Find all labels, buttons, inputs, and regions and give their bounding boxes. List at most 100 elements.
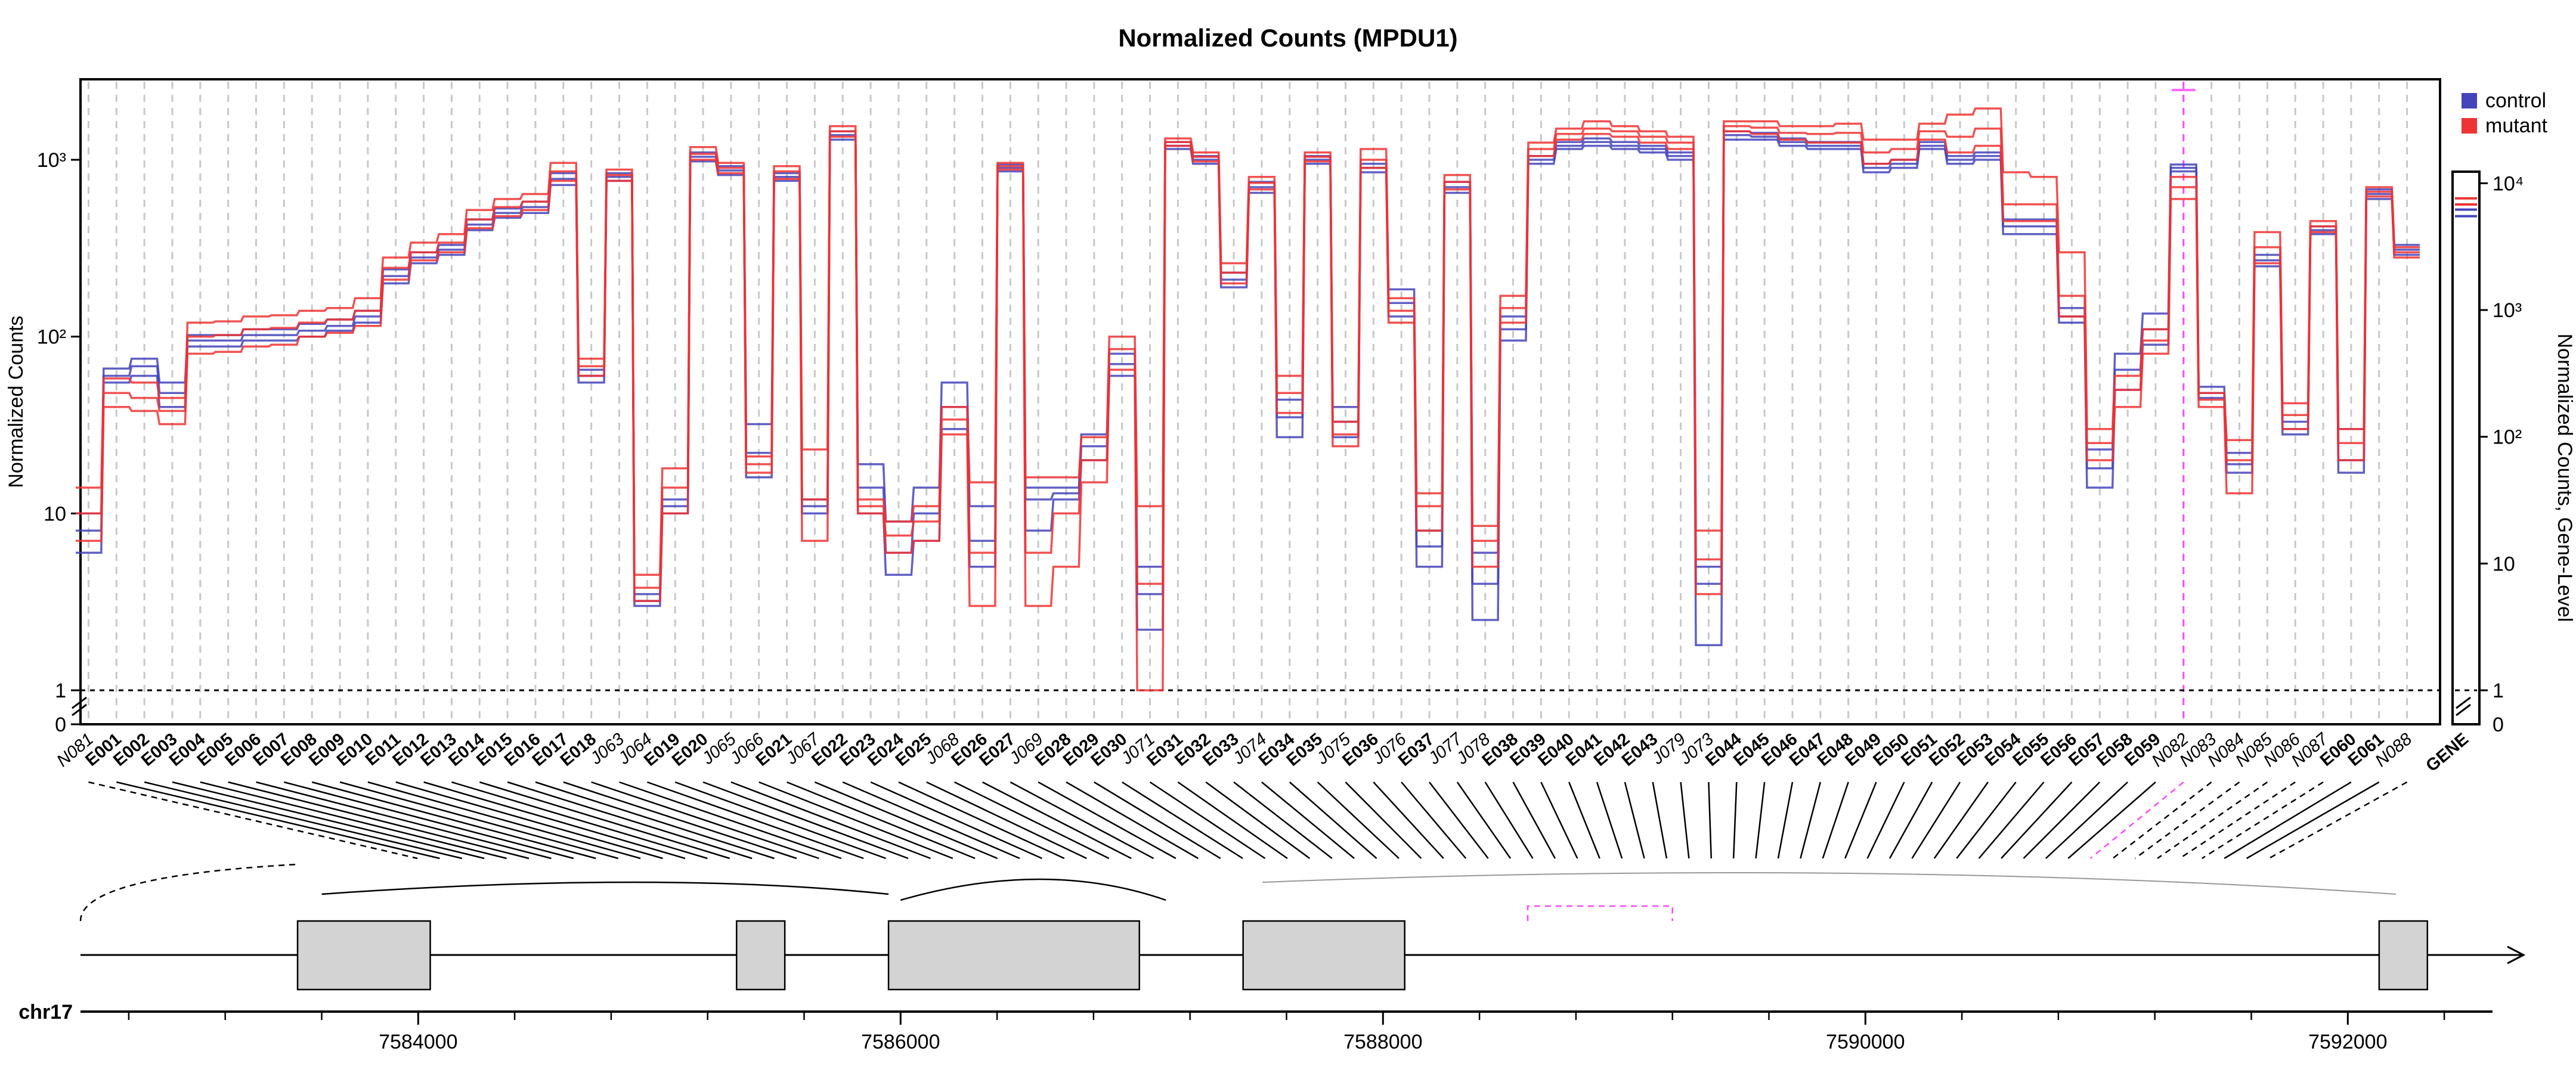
splice-arc — [1262, 872, 2397, 895]
feature-connector — [1401, 782, 1467, 859]
feature-connector — [563, 781, 797, 860]
y-tick-label: 10³ — [37, 149, 66, 172]
feature-connector — [1652, 782, 1668, 859]
feature-connector — [1978, 782, 2045, 859]
gene-model: chr17 7584000 7586000 7588000 7590000 7592000 — [18, 781, 2526, 1053]
exon-block — [296, 920, 431, 991]
y-right-tick-label: 10 — [2493, 553, 2515, 575]
feature-connector — [1094, 781, 1221, 860]
legend-swatch-mutant — [2462, 118, 2477, 134]
feature-connector — [787, 781, 976, 860]
feature-connector — [1956, 782, 2017, 859]
feature-connector — [1755, 782, 1766, 859]
exon-block — [1242, 920, 1405, 991]
feature-connector — [1456, 782, 1512, 859]
genome-tick-label: 7584000 — [379, 1031, 457, 1053]
y-right-tick-label: 10⁴ — [2493, 172, 2524, 195]
feature-connector — [1708, 782, 1713, 859]
feature-connector — [674, 781, 887, 860]
feature-connector — [758, 781, 953, 860]
feature-connector — [1624, 782, 1645, 859]
y-tick-label: 10² — [37, 326, 66, 349]
feature-connector — [982, 781, 1132, 860]
feature-connector — [1345, 782, 1422, 859]
legend-label-mutant: mutant — [2485, 114, 2547, 137]
feature-connector — [2268, 781, 2408, 860]
feature-connector — [2089, 782, 2184, 859]
y-right-axis-label: Normalized Counts, Gene-Level — [2553, 334, 2576, 622]
axis-break-mark — [72, 696, 87, 717]
feature-connector — [367, 781, 641, 860]
strand-arrow-icon — [2507, 945, 2526, 965]
feature-connector — [423, 781, 686, 860]
feature-connector — [1233, 782, 1333, 859]
feature-connector — [2179, 781, 2296, 860]
y-right-tick-label: 1 — [2493, 680, 2504, 702]
y-axis-label: Normalized Counts — [5, 315, 27, 488]
novel-splice-arc — [79, 863, 298, 922]
feature-connector — [1866, 782, 1905, 859]
feature-connector — [2246, 781, 2380, 860]
feature-connector — [1844, 782, 1877, 859]
feature-connector — [1512, 782, 1556, 859]
y-tick-label-zero: 0 — [55, 714, 66, 736]
chart-title: Normalized Counts (MPDU1) — [1118, 24, 1457, 52]
feature-connector — [898, 781, 1065, 860]
feature-connector — [1933, 782, 1989, 859]
exon-block — [887, 920, 1141, 991]
feature-connector — [870, 781, 1042, 860]
y-right-tick-label: 10² — [2493, 426, 2522, 449]
feature-connector — [2134, 781, 2240, 860]
feature-connector — [926, 781, 1087, 860]
feature-connector — [116, 781, 440, 860]
feature-connector — [479, 781, 730, 860]
feature-connector — [1261, 782, 1355, 859]
feature-connector — [284, 781, 574, 860]
axis-break-mark — [2456, 696, 2471, 717]
feature-connector — [1317, 782, 1400, 859]
chromosome-label: chr17 — [18, 1001, 73, 1024]
feature-connector — [339, 781, 619, 860]
feature-connector — [395, 781, 663, 860]
feature-connector — [1122, 781, 1243, 860]
feature-connector — [1822, 782, 1849, 859]
feature-connector — [591, 781, 819, 860]
highlighted-junction — [1527, 905, 1673, 921]
genome-tick-label: 7588000 — [1343, 1031, 1422, 1053]
feature-connector — [1777, 782, 1794, 859]
genome-tick-label: 7592000 — [2308, 1031, 2387, 1053]
feature-connector — [1596, 782, 1623, 859]
feature-connector — [1373, 782, 1444, 859]
feature-connector — [1177, 781, 1288, 860]
feature-connector — [1888, 782, 1933, 859]
feature-connector — [1911, 782, 1961, 859]
feature-connector — [144, 781, 463, 860]
feature-connector — [507, 781, 753, 860]
feature-connector — [1205, 781, 1311, 860]
plot-frame — [79, 78, 2441, 725]
feature-connector — [1732, 782, 1738, 859]
feature-connector — [2001, 782, 2073, 859]
feature-connector — [228, 781, 530, 860]
feature-connector — [2045, 782, 2128, 859]
feature-connector — [814, 781, 998, 860]
y-right-tick-label-zero: 0 — [2493, 714, 2504, 736]
splice-arc — [900, 878, 1166, 901]
legend-swatch-control — [2462, 93, 2477, 108]
feature-connector — [2067, 782, 2156, 859]
feature-connector — [702, 781, 909, 860]
y-right-tick-label: 10³ — [2493, 299, 2522, 322]
feature-connector — [1038, 781, 1176, 860]
feature-connector — [311, 781, 596, 860]
feature-connector — [1066, 781, 1199, 860]
feature-connector — [646, 781, 864, 860]
splice-arc — [321, 881, 889, 895]
feature-connector — [2023, 782, 2101, 859]
feature-connector — [535, 781, 775, 860]
feature-connector — [1484, 782, 1534, 859]
feature-connector — [256, 781, 552, 860]
y-tick-label: 10 — [44, 503, 66, 525]
feature-connector — [172, 781, 485, 860]
